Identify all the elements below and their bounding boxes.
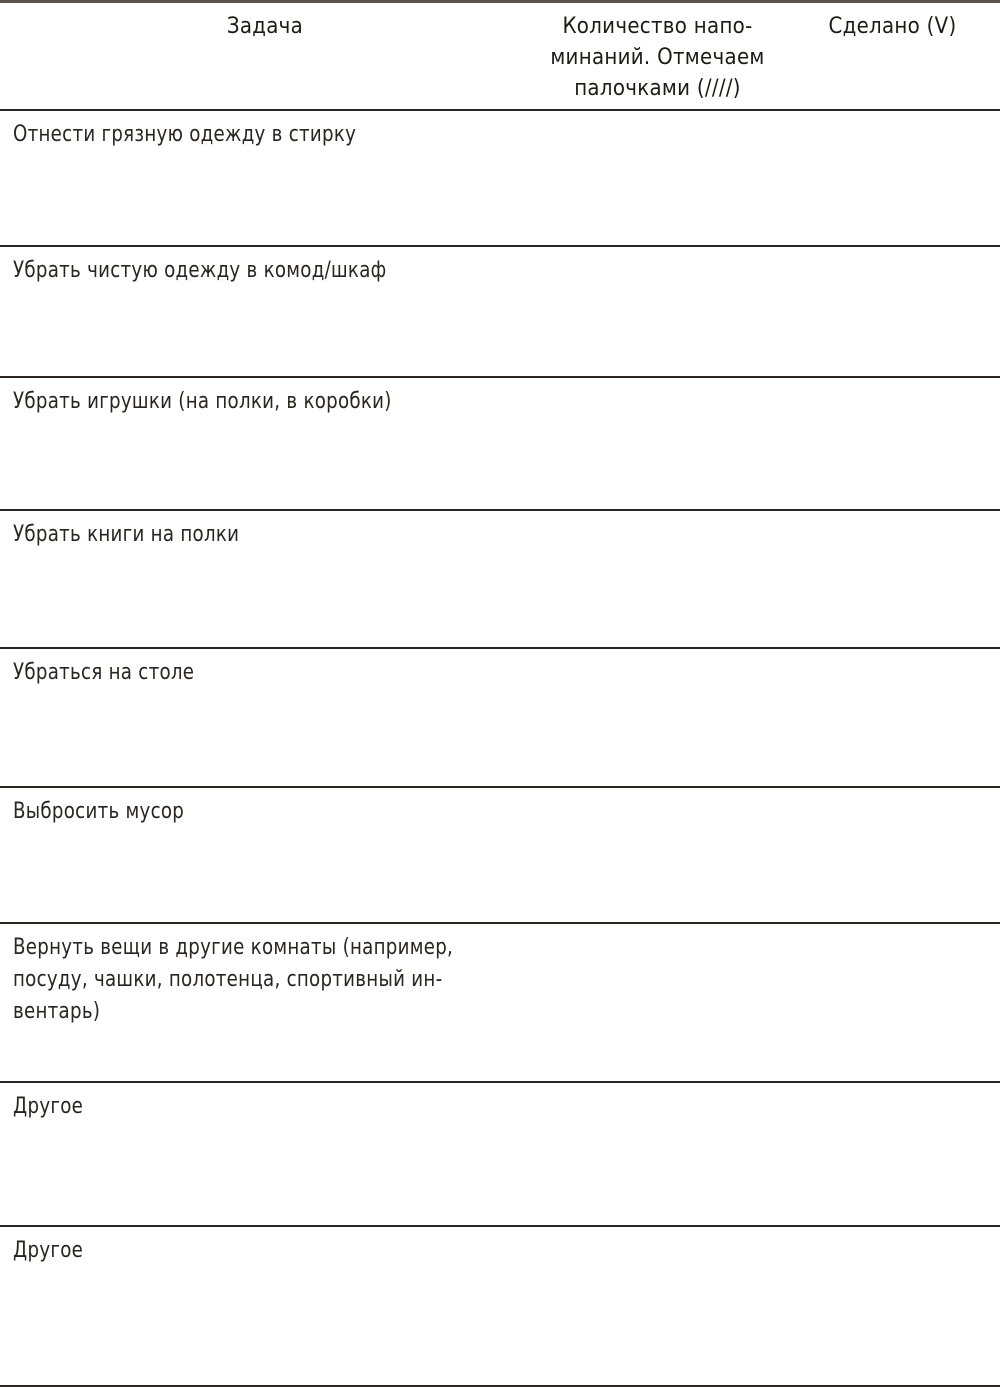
row-divider <box>0 647 1000 649</box>
task-text: Убрать чистую одежду в комод/шкаф <box>13 258 387 283</box>
header-reminders-line: палочками (////) <box>574 76 741 101</box>
reminders-cell[interactable] <box>545 519 757 637</box>
task-text: Убраться на столе <box>13 660 195 685</box>
task-cell: Выбросить мусор <box>13 796 473 828</box>
task-text: посуду, чашки, полотенца, спортивный ин- <box>13 967 443 992</box>
row-divider <box>0 1081 1000 1083</box>
task-cell: Другое <box>13 1235 473 1267</box>
task-cell: Убрать игрушки (на полки, в коробки) <box>13 386 473 418</box>
reminders-cell[interactable] <box>545 932 757 1071</box>
reminders-cell[interactable] <box>545 119 757 235</box>
task-text: Другое <box>13 1094 84 1119</box>
task-cell: Убрать чистую одежду в комод/шкаф <box>13 255 473 287</box>
done-cell[interactable] <box>800 119 975 235</box>
reminders-cell[interactable] <box>545 1235 757 1375</box>
done-cell[interactable] <box>800 657 975 776</box>
row-divider <box>0 922 1000 924</box>
header-task: Задача <box>226 14 304 39</box>
done-cell[interactable] <box>800 932 975 1071</box>
reminders-cell[interactable] <box>545 1091 757 1215</box>
done-cell[interactable] <box>800 1235 975 1375</box>
row-divider <box>0 1225 1000 1227</box>
task-cell: Убрать книги на полки <box>13 519 473 551</box>
task-text: Другое <box>13 1238 84 1263</box>
table-top-border <box>0 0 1000 3</box>
header-reminders-line: Количество напо- <box>562 14 753 39</box>
task-cell: Отнести грязную одежду в стирку <box>13 119 473 151</box>
header-reminders-line: минаний. Отмечаем <box>550 45 765 70</box>
row-divider <box>0 786 1000 788</box>
task-text: Выбросить мусор <box>13 799 185 824</box>
done-cell[interactable] <box>800 386 975 499</box>
task-text: Убрать игрушки (на полки, в коробки) <box>13 389 392 414</box>
task-text: Вернуть вещи в другие комнаты (например, <box>13 935 454 960</box>
row-divider <box>0 509 1000 511</box>
done-cell[interactable] <box>800 796 975 912</box>
done-cell[interactable] <box>800 255 975 366</box>
task-cell: Вернуть вещи в другие комнаты (например,… <box>13 932 473 1028</box>
done-cell[interactable] <box>800 519 975 637</box>
task-cell: Убраться на столе <box>13 657 473 689</box>
row-divider <box>0 376 1000 378</box>
task-text: Убрать книги на полки <box>13 522 240 547</box>
task-text: вентарь) <box>13 999 101 1024</box>
reminders-cell[interactable] <box>545 255 757 366</box>
reminders-cell[interactable] <box>545 657 757 776</box>
row-divider <box>0 245 1000 247</box>
task-cell: Другое <box>13 1091 473 1123</box>
reminders-cell[interactable] <box>545 796 757 912</box>
done-cell[interactable] <box>800 1091 975 1215</box>
header-reminders: Количество напо- минаний. Отмечаем палоч… <box>530 11 785 104</box>
reminders-cell[interactable] <box>545 386 757 499</box>
header-done: Сделано (V) <box>828 14 957 39</box>
task-text: Отнести грязную одежду в стирку <box>13 122 357 147</box>
row-divider <box>0 109 1000 111</box>
